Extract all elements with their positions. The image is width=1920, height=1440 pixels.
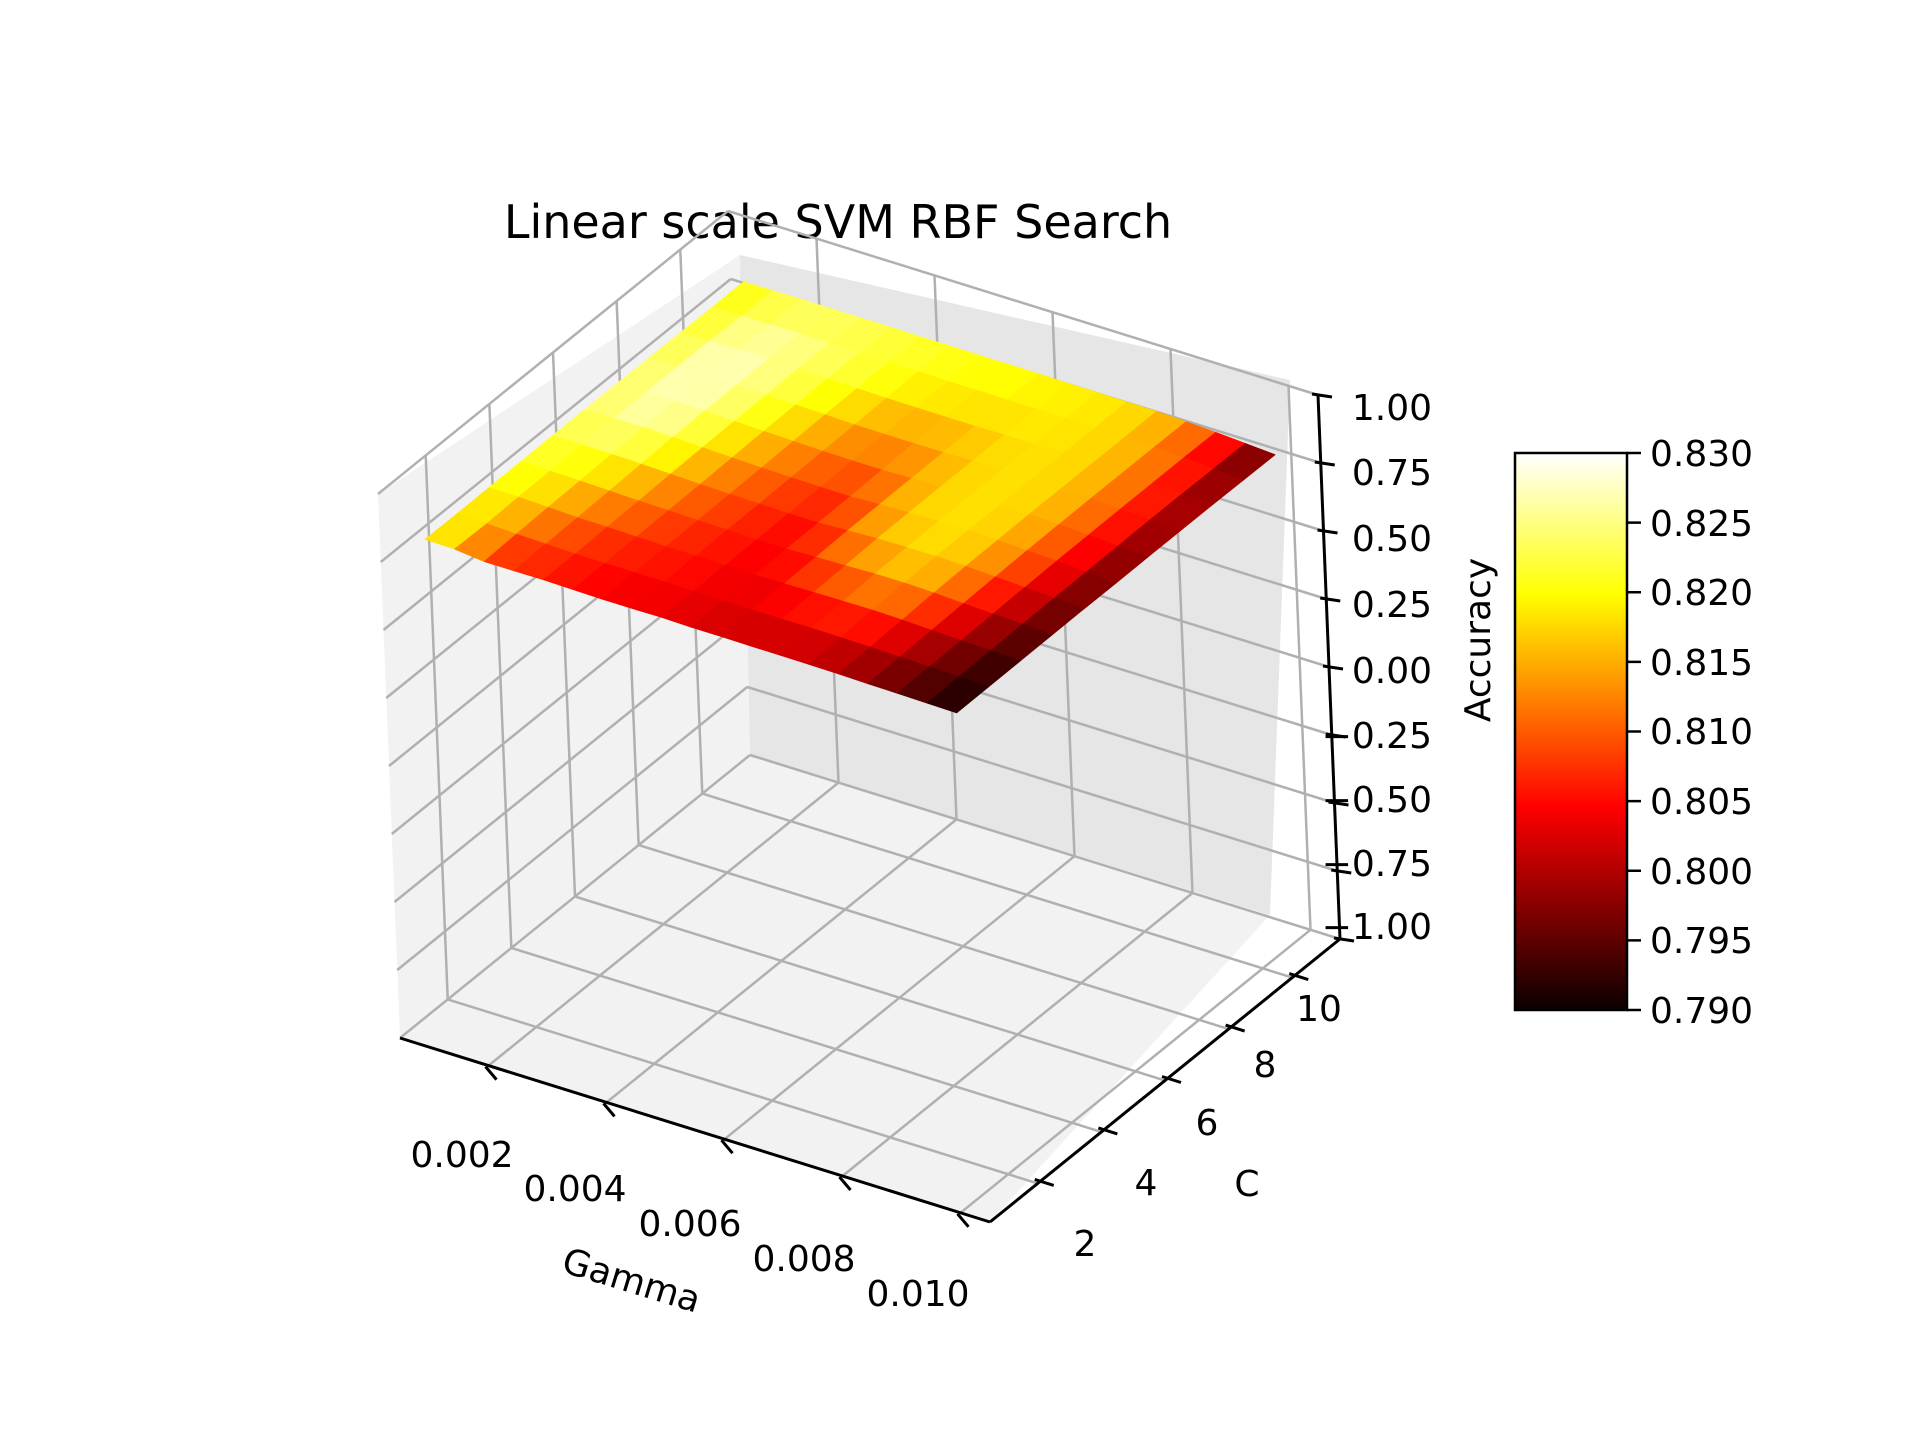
c-tick-label: 8 [1254, 1045, 1277, 1086]
colorbar-tick-label: 0.805 [1650, 782, 1753, 823]
c-axis-label: C [1234, 1164, 1259, 1205]
accuracy-surface [424, 281, 1276, 714]
floor-grid-line [638, 843, 1230, 1031]
accuracy-tick-label: 0.75 [1352, 453, 1432, 494]
c-tick-label: 10 [1296, 989, 1342, 1030]
chart-title: Linear scale SVM RBF Search [504, 195, 1172, 249]
colorbar-tick-label: 0.795 [1650, 921, 1753, 962]
colorbar-tick-label: 0.830 [1650, 434, 1753, 475]
gamma-axis-label: Gamma [557, 1241, 705, 1322]
back-grid-line [749, 753, 1341, 941]
accuracy-tick-label: −0.50 [1322, 780, 1432, 821]
gamma-tick-label: 0.006 [638, 1204, 741, 1245]
floor-grid-line [574, 895, 1166, 1082]
accuracy-tick-label: 0.50 [1352, 519, 1432, 560]
colorbar-tick-label: 0.810 [1650, 712, 1753, 753]
c-tick-mark [1288, 972, 1309, 982]
gamma-tick-mark [602, 1102, 616, 1118]
gamma-axis-line [399, 1036, 991, 1224]
floor-grid-line [701, 792, 1293, 979]
gamma-tick-labels: 0.002 0.004 0.006 0.008 0.010 [410, 1135, 969, 1315]
c-tick-mark [1034, 1177, 1055, 1187]
accuracy-tick-labels: 1.00 0.75 0.50 0.25 0.00 −0.25 −0.50 −0.… [1322, 388, 1432, 948]
c-axis-line [989, 937, 1341, 1224]
accuracy-axis-label: Accuracy [1458, 558, 1499, 722]
accuracy-tick-mark [1322, 664, 1344, 671]
colorbar-tick-label: 0.820 [1650, 573, 1753, 614]
side-grid-line [393, 618, 746, 903]
floor-grid-line [447, 998, 1039, 1185]
accuracy-tick-label: −0.75 [1322, 844, 1432, 885]
accuracy-tick-mark [1317, 528, 1338, 535]
accuracy-tick-label: 1.00 [1352, 388, 1432, 429]
side-grid-line [399, 754, 751, 1039]
colorbar-tick-label: 0.815 [1650, 643, 1753, 684]
c-tick-labels: 2 4 6 8 10 [1074, 989, 1342, 1265]
gamma-tick-label: 0.002 [410, 1135, 513, 1176]
colorbar: 0.830 0.825 0.820 0.815 0.810 0.805 0.80… [1513, 434, 1753, 1032]
c-tick-label: 6 [1196, 1103, 1219, 1144]
accuracy-tick-mark [1331, 868, 1352, 875]
accuracy-tick-label: 0.00 [1352, 651, 1432, 692]
colorbar-tick-marks [1627, 451, 1641, 1012]
side-grid-line [379, 278, 732, 563]
colorbar-tick-label: 0.825 [1650, 504, 1753, 545]
colorbar-tick-label: 0.790 [1650, 991, 1753, 1032]
back-grid-line [746, 685, 1338, 873]
c-tick-mark [1097, 1126, 1118, 1136]
back-grid-line [727, 209, 1319, 397]
colorbar-tick-labels: 0.830 0.825 0.820 0.815 0.810 0.805 0.80… [1650, 434, 1753, 1032]
accuracy-tick-label: −0.25 [1322, 716, 1432, 757]
c-tick-mark [1225, 1023, 1246, 1033]
side-grid-line [396, 686, 749, 971]
c-tick-label: 2 [1074, 1224, 1097, 1265]
gamma-tick-label: 0.004 [523, 1169, 626, 1210]
gamma-tick-mark [484, 1065, 498, 1081]
axes [399, 392, 1355, 1228]
colorbar-tick-label: 0.800 [1650, 852, 1753, 893]
c-tick-label: 4 [1135, 1163, 1158, 1204]
accuracy-tick-label: −1.00 [1322, 907, 1432, 948]
accuracy-tick-label: 0.25 [1352, 585, 1432, 626]
gamma-tick-label: 0.010 [866, 1274, 969, 1315]
gamma-tick-mark [720, 1139, 734, 1155]
accuracy-tick-mark [1314, 460, 1335, 467]
c-tick-mark [1161, 1075, 1182, 1084]
accuracy-tick-mark [1333, 936, 1355, 943]
surface-cell [926, 676, 989, 714]
accuracy-tick-mark [1320, 596, 1341, 603]
accuracy-tick-mark [1328, 800, 1349, 807]
colorbar-gradient [1513, 451, 1629, 1012]
side-grid-line [377, 210, 729, 495]
gamma-tick-label: 0.008 [752, 1239, 855, 1280]
floor-grid-line [510, 946, 1102, 1134]
gamma-tick-mark [956, 1212, 970, 1228]
gamma-tick-mark [838, 1176, 852, 1191]
accuracy-tick-mark [1311, 392, 1333, 399]
accuracy-tick-mark [1325, 732, 1346, 739]
